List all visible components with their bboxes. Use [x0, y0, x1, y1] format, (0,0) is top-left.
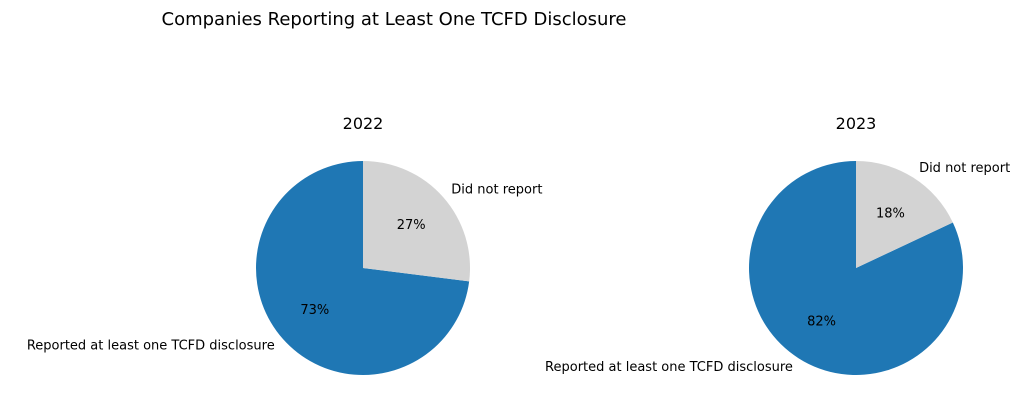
- pie-pct-label-2022-1: 27%: [397, 218, 426, 233]
- pie-category-label-2023-1: Did not report: [919, 161, 1010, 176]
- pie-slice-2023-reported: [749, 161, 964, 375]
- pie-slice-2023-not-reported: [856, 161, 953, 268]
- pie-chart-2022: 2022 73% Reported at least one TCFD discl…: [27, 114, 542, 375]
- pie-slice-2022-not-reported: [363, 161, 471, 282]
- pie-slice-2022-reported: [256, 161, 470, 375]
- pie-title-2022: 2022: [343, 114, 384, 133]
- pie-title-2023: 2023: [836, 114, 877, 133]
- pie-chart-2023: 2023 82% Reported at least one TCFD discl…: [545, 114, 1010, 375]
- pie-category-label-2022-1: Did not report: [451, 183, 542, 198]
- pie-pct-label-2023-0: 82%: [807, 315, 836, 330]
- pie-category-label-2022-0: Reported at least one TCFD disclosure: [27, 338, 275, 353]
- pie-pct-label-2023-1: 18%: [876, 206, 905, 221]
- pie-pct-label-2022-0: 73%: [300, 303, 329, 318]
- pie-category-label-2023-0: Reported at least one TCFD disclosure: [545, 360, 793, 375]
- figure-title: Companies Reporting at Least One TCFD Di…: [162, 9, 627, 30]
